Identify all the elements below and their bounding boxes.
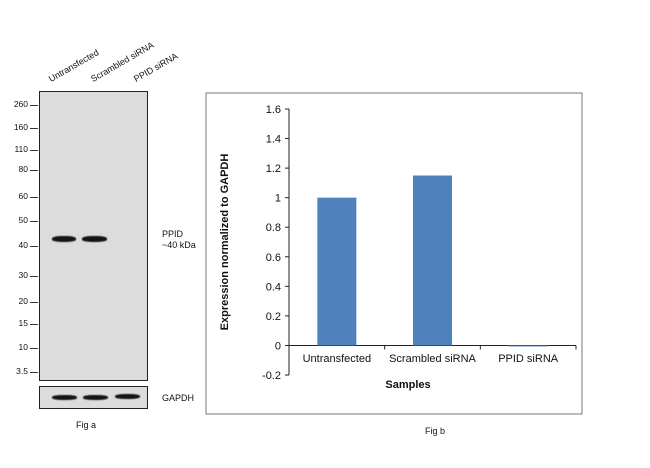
y-tick-label: 1.6 bbox=[266, 104, 281, 116]
fig-a-caption: Fig a bbox=[76, 420, 97, 430]
y-tick-label: 0.6 bbox=[266, 252, 281, 264]
bar bbox=[508, 345, 548, 347]
blot-panel-ppid bbox=[39, 91, 148, 381]
band-gapdh-scrambled-sirna bbox=[83, 395, 108, 400]
mw-tick bbox=[30, 170, 38, 171]
target-protein-label: PPID bbox=[162, 229, 184, 239]
chart-bars bbox=[317, 175, 548, 347]
mw-marker: 10 bbox=[18, 342, 28, 352]
mw-marker: 40 bbox=[18, 240, 28, 250]
mw-marker: 15 bbox=[18, 318, 28, 328]
mw-marker: 50 bbox=[18, 215, 28, 225]
x-tick-label: Untransfected bbox=[303, 353, 371, 365]
mw-marker: 20 bbox=[18, 296, 28, 306]
y-tick-label: 0.4 bbox=[266, 281, 281, 293]
x-tick-label: PPID siRNA bbox=[498, 353, 559, 365]
mw-tick bbox=[30, 324, 38, 325]
control-protein-label: GAPDH bbox=[162, 393, 195, 403]
y-tick-label: 0.2 bbox=[266, 311, 281, 323]
mw-tick bbox=[30, 372, 38, 373]
mw-marker: 60 bbox=[18, 191, 28, 201]
chart-labels: -0.2 0 0.2 0.4 0.6 0.8 1 1.2 1.4 1.6 Untransfected… bbox=[219, 104, 559, 391]
fig-b-caption: Fig b bbox=[425, 426, 446, 436]
y-tick-label: 1 bbox=[275, 193, 281, 205]
mw-tick bbox=[30, 276, 38, 277]
blot-panel-gapdh bbox=[39, 386, 148, 409]
bar bbox=[413, 175, 452, 346]
mw-tick bbox=[30, 150, 38, 151]
x-axis-title: Samples bbox=[385, 379, 430, 391]
mw-marker: 80 bbox=[18, 164, 28, 174]
band-gapdh-untransfected bbox=[52, 395, 77, 400]
mw-tick bbox=[30, 246, 38, 247]
y-tick-label: 1.2 bbox=[266, 163, 281, 175]
mw-tick bbox=[30, 128, 38, 129]
y-tick-label: 0.8 bbox=[266, 222, 281, 234]
chart-frame bbox=[205, 92, 583, 415]
mw-marker: 3.5 bbox=[16, 366, 28, 376]
x-tick-label: Scrambled siRNA bbox=[389, 353, 476, 365]
mw-tick bbox=[30, 348, 38, 349]
band-ppid-untransfected bbox=[52, 236, 76, 242]
mw-marker: 160 bbox=[13, 122, 28, 132]
band-ppid-scrambled-sirna bbox=[82, 236, 107, 242]
mw-tick bbox=[30, 302, 38, 303]
mw-marker: 110 bbox=[14, 144, 28, 154]
y-tick-label: -0.2 bbox=[262, 370, 281, 382]
y-tick-label: 0 bbox=[275, 340, 281, 352]
y-axis-title: Expression normalized to GAPDH bbox=[219, 154, 231, 331]
y-tick-label: 1.4 bbox=[266, 134, 281, 146]
mw-tick bbox=[30, 197, 38, 198]
mw-tick bbox=[30, 221, 38, 222]
mw-marker: 30 bbox=[18, 270, 28, 280]
target-size-label: ~40 kDa bbox=[162, 240, 196, 250]
bar bbox=[317, 197, 357, 346]
mw-marker: 260 bbox=[13, 99, 28, 109]
band-gapdh-ppid-sirna bbox=[115, 394, 140, 399]
mw-tick bbox=[30, 105, 38, 106]
